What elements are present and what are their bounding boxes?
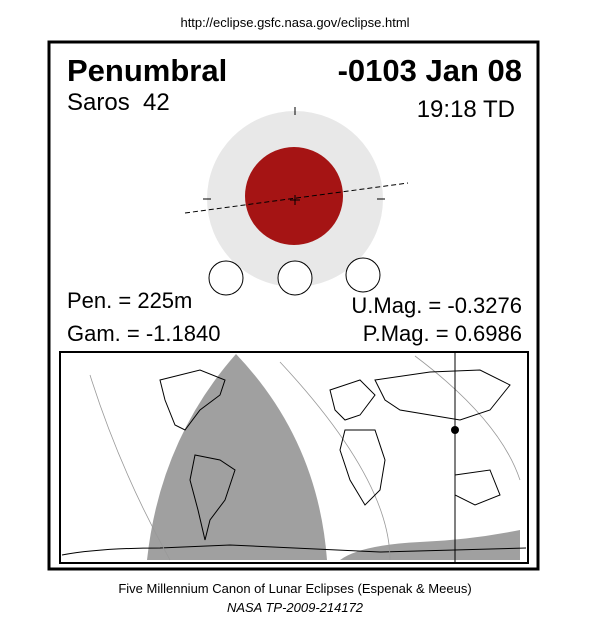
time: 19:18 TD	[417, 96, 515, 123]
eclipse-type: Penumbral	[67, 53, 227, 88]
penumbral-magnitude: P.Mag. = 0.6986	[363, 321, 522, 346]
moon-position	[277, 260, 313, 296]
moon-position	[345, 257, 381, 293]
umbral-magnitude: U.Mag. = -0.3276	[351, 293, 522, 318]
gamma: Gam. = -1.1840	[67, 321, 220, 346]
moon-position	[208, 260, 244, 296]
eclipse-diagram	[184, 107, 409, 296]
url: http://eclipse.gsfc.nasa.gov/eclipse.htm…	[180, 15, 409, 30]
date: -0103 Jan 08	[338, 53, 522, 88]
footer-credit: Five Millennium Canon of Lunar Eclipses …	[118, 581, 471, 596]
moon-path	[184, 182, 409, 214]
saros: Saros 42	[67, 89, 170, 116]
footer-reference: NASA TP-2009-214172	[227, 600, 364, 615]
world-map	[59, 351, 529, 564]
night-region	[147, 354, 327, 560]
umbra-moon	[245, 147, 343, 245]
pen-duration: Pen. = 225m	[67, 288, 192, 313]
